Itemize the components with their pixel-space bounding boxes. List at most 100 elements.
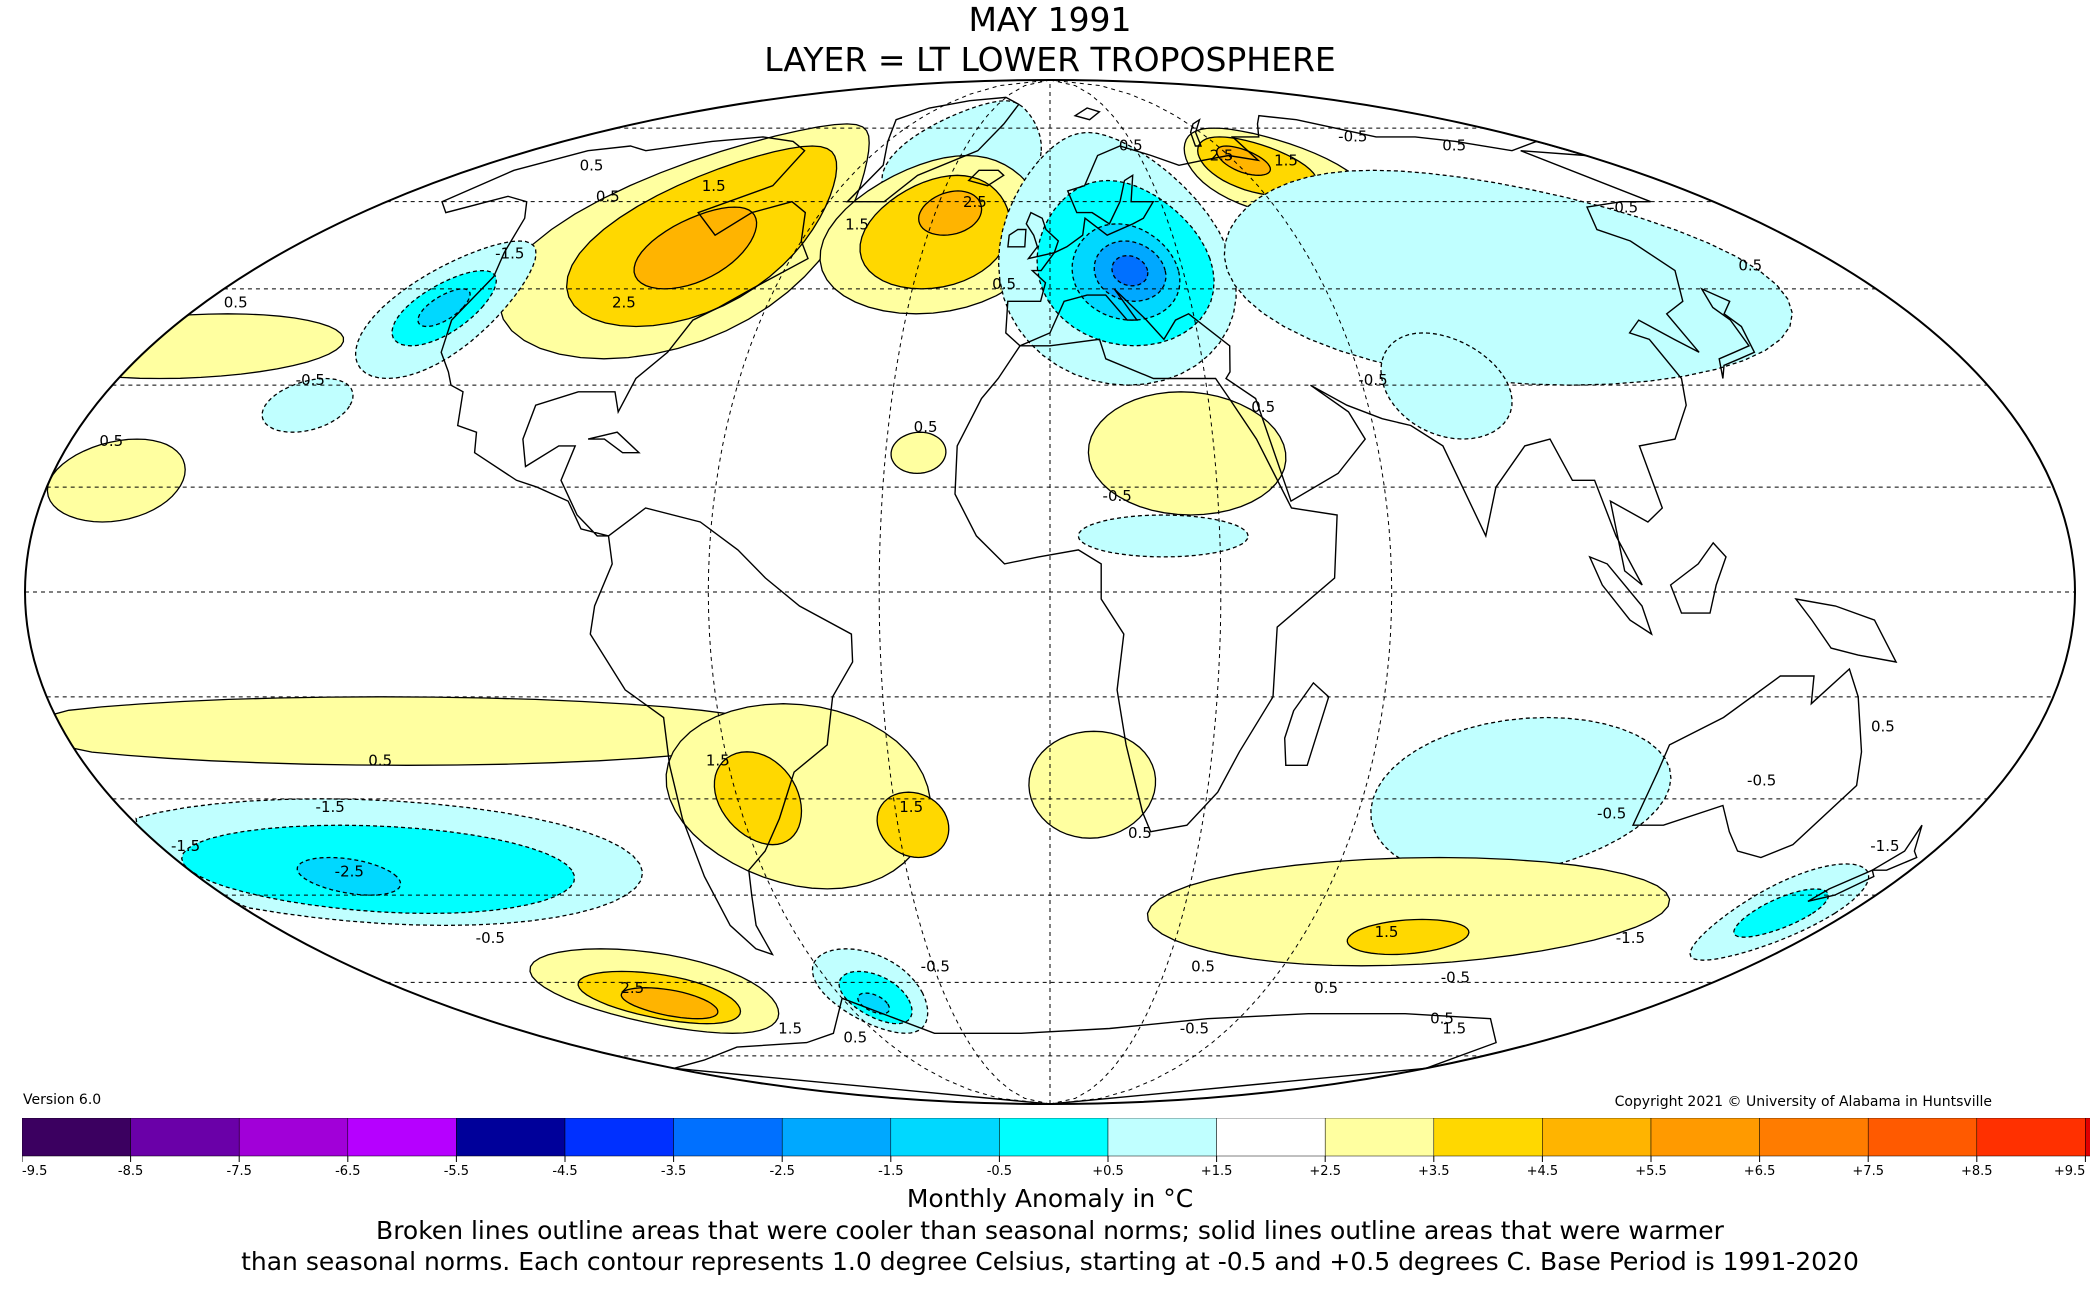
contour-label: -0.5: [296, 371, 325, 389]
color-scale-swatch: [456, 1118, 566, 1157]
anomaly-region-drake-cool3: [857, 992, 891, 1015]
anomaly-region-tasman-cool2: [1733, 888, 1830, 938]
map-border: [24, 79, 2076, 1105]
legend-title: Monthly Anomaly in °C: [906, 1184, 1194, 1213]
anomaly-region-s-atlantic-warm: [1028, 730, 1157, 839]
contour-label: 0.5: [1251, 398, 1275, 416]
color-scale-swatch: [2085, 1118, 2090, 1157]
anomaly-region-india-cool: [1380, 332, 1513, 440]
anomaly-region-europe-cool5: [1111, 254, 1149, 287]
contour-label: 1.5: [1274, 151, 1298, 169]
color-scale-swatch: [564, 1118, 674, 1157]
color-scale-swatch: [1542, 1118, 1652, 1157]
contour-label: 0.5: [596, 188, 620, 206]
coastline-novaya-zemlya: [1189, 118, 1203, 147]
coastline-new-zealand-south: [1807, 869, 1875, 902]
contour-label: 1.5: [1375, 923, 1399, 941]
contour-label: 2.5: [620, 979, 644, 997]
color-scale-tick-label: -1.5: [878, 1164, 903, 1178]
anomaly-region-indian-ocean-cool: [1370, 716, 1672, 878]
map-subtitle: LAYER = LT LOWER TROPOSPHERE: [764, 40, 1336, 79]
contour-label: -0.5: [1103, 487, 1132, 505]
coastline-cuba: [587, 431, 641, 454]
legend-note-line2: than seasonal norms. Each contour repres…: [241, 1247, 1859, 1276]
color-scale-tick-label: +8.5: [1961, 1164, 1993, 1178]
anomaly-region-e-atlantic-warm: [890, 431, 947, 475]
contour-label: 1.5: [899, 798, 923, 816]
color-scale-tick-label: -3.5: [661, 1164, 686, 1178]
contour-label: 1.5: [706, 751, 730, 769]
copyright-label: Copyright 2021 © University of Alabama i…: [1614, 1094, 1992, 1110]
coastline-south-america: [589, 507, 854, 956]
color-scale-swatch: [1324, 1118, 1435, 1157]
color-scale-tick-label: -5.5: [444, 1164, 469, 1178]
contour-label: -1.5: [1870, 837, 1899, 855]
anomaly-region-hawaii-cool: [261, 377, 354, 433]
anomaly-region-s-indian-warm2: [1346, 918, 1470, 956]
color-scale-swatch: [1216, 1118, 1326, 1157]
color-scale-tick-label: +1.5: [1201, 1164, 1233, 1178]
color-scale-swatch: [1650, 1118, 1760, 1157]
contour-label: 0.5: [1738, 257, 1762, 275]
contour-label: -0.5: [1338, 127, 1367, 145]
coastline-japan: [1699, 287, 1756, 379]
color-scale-swatch: [673, 1118, 783, 1157]
coastline-eurasia: [1005, 114, 1700, 586]
coastline-iceland: [967, 169, 1005, 187]
color-scale-tick-label: -8.5: [118, 1164, 143, 1178]
contour-label: -0.5: [1609, 199, 1638, 217]
map-title: MAY 1991: [968, 0, 1132, 39]
coastline-uk: [1025, 211, 1060, 260]
contour-label: 0.5: [580, 156, 604, 174]
anomaly-region-s-pacific-cool3: [296, 856, 402, 896]
color-scale-tick-label: -9.5: [22, 1164, 47, 1178]
coastline-antarctica: [673, 997, 1497, 1104]
coastline-ireland: [1007, 228, 1027, 248]
coastline-new-zealand: [1869, 824, 1923, 871]
contour-label: 0.5: [1871, 717, 1895, 735]
color-scale-tick-label: -2.5: [770, 1164, 795, 1178]
color-scale-tick-label: -4.5: [552, 1164, 577, 1178]
color-scale-swatch: [999, 1118, 1109, 1157]
color-scale-swatch: [347, 1118, 457, 1157]
contour-label: 0.5: [1128, 824, 1152, 842]
anomaly-map: 0.51.52.50.5-1.51.52.50.50.52.5 1.5-0.50.…: [24, 79, 2076, 1105]
contour-label: -0.5: [476, 929, 505, 947]
color-scale-tick-label: +0.5: [1092, 1164, 1124, 1178]
color-scale-swatch: [22, 1118, 131, 1157]
anomaly-region-asia-cool: [1223, 169, 1793, 386]
contour-label: -0.5: [921, 957, 950, 975]
contour-label: 0.5: [1191, 957, 1215, 975]
color-scale-tick-label: -0.5: [987, 1164, 1012, 1178]
contour-label: 1.5: [778, 1019, 802, 1037]
color-scale-tick-label: +4.5: [1527, 1164, 1559, 1178]
version-label: Version 6.0: [23, 1092, 102, 1108]
contour-label: 0.5: [1119, 137, 1143, 155]
contour-label: 0.5: [99, 432, 123, 450]
contour-label: -1.5: [171, 837, 200, 855]
color-scale-legend: -9.5 -8.5 -7.5 -6.5 -5.5 -4.5 -3.5 -2.5 -1.5 -0.5…: [22, 1118, 2090, 1178]
anomaly-region-e-pacific-cool3: [417, 288, 471, 328]
contour-label: 0.5: [1430, 1010, 1454, 1028]
color-scale-swatch: [781, 1118, 892, 1157]
coastline-australia: [1631, 667, 1863, 859]
coastline-new-guinea: [1794, 597, 1898, 663]
color-scale-swatch: [890, 1118, 1000, 1157]
contour-label: 1.5: [702, 177, 726, 195]
color-scale-swatch: [1867, 1118, 1978, 1157]
contour-label: 0.5: [1314, 979, 1338, 997]
coastline-sumatra: [1588, 555, 1653, 636]
color-scale-tick-label: +9.5: [2054, 1164, 2086, 1178]
color-scale-swatch: [238, 1118, 349, 1157]
anomaly-region-sahel-cool: [1077, 514, 1249, 558]
color-scale-tick-label: -6.5: [335, 1164, 360, 1178]
coastline-svalbard: [1073, 107, 1101, 121]
contour-label: 0.5: [914, 418, 938, 436]
contour-label: -0.5: [1180, 1019, 1209, 1037]
contour-label: 0.5: [843, 1029, 867, 1047]
contour-label: -0.5: [1747, 772, 1776, 790]
contour-label: -1.5: [1616, 929, 1645, 947]
color-scale-tick-label: +3.5: [1418, 1164, 1450, 1178]
color-scale-swatch: [1433, 1118, 1543, 1157]
contour-label: 2.5: [612, 294, 636, 312]
